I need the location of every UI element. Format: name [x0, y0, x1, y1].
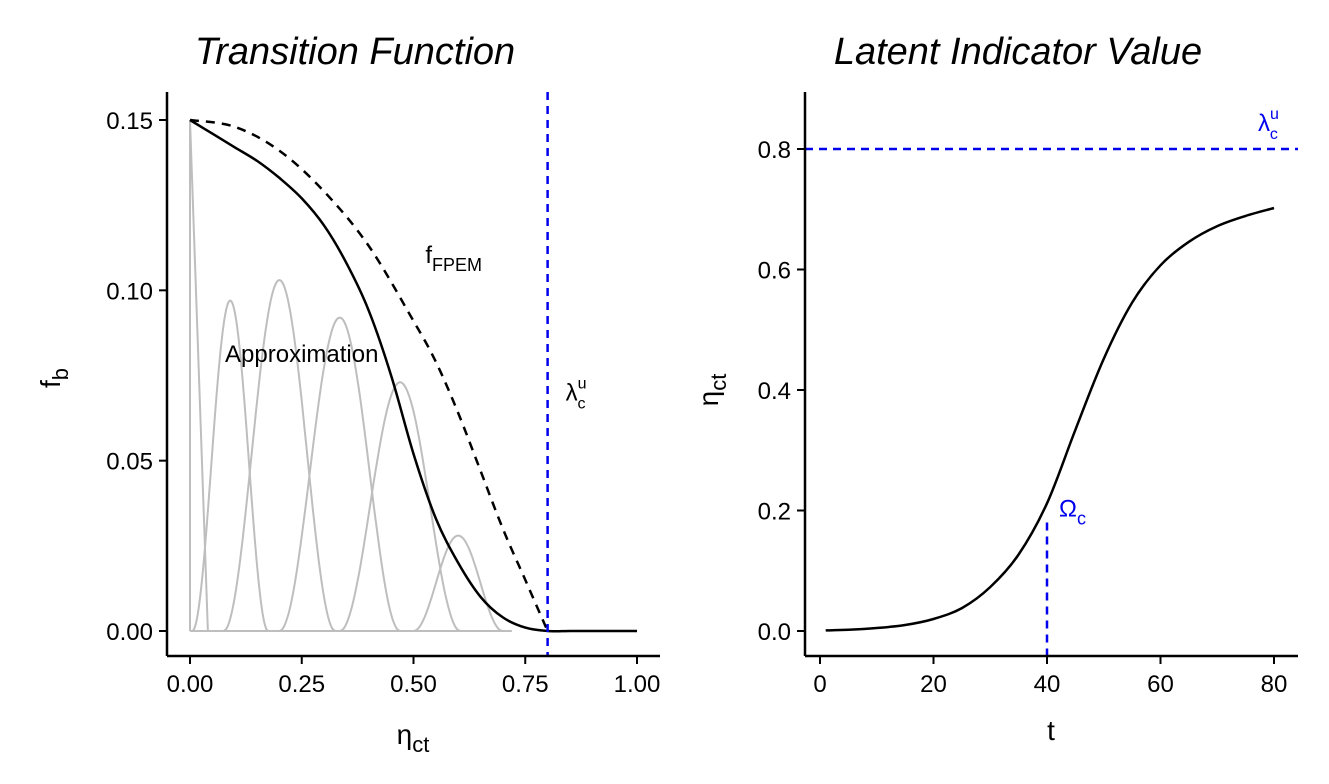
lambda-left-main: λ	[566, 380, 578, 407]
lambda-right-sub: c	[1270, 126, 1278, 143]
lambda-right-main: λ	[1258, 110, 1270, 137]
right-x-tick-label: 80	[1261, 671, 1288, 698]
right-y-tick-label: 0.4	[758, 378, 791, 405]
right-x-tick-label: 20	[920, 671, 947, 698]
left-chart-title: Transition Function	[195, 31, 515, 73]
right-xlabel-main: t	[1047, 715, 1055, 746]
lambda-label-left: λu c	[566, 376, 587, 413]
right-y-tick-label: 0.0	[758, 619, 791, 646]
approximation-label: Approximation	[225, 341, 378, 368]
left-y-tick-label: 0.10	[106, 278, 153, 305]
right-ylabel-main: η	[693, 391, 724, 407]
basis-curve-5	[413, 534, 504, 632]
left-x-tick-label: 0.25	[278, 671, 325, 698]
approximation-curve	[189, 118, 637, 633]
omega-sub: c	[1077, 509, 1086, 529]
basis-curves	[189, 119, 512, 632]
left-y-axis-label: fb	[35, 368, 73, 388]
left-x-tick-label: 1.00	[614, 671, 661, 698]
right-y-tick-label: 0.2	[758, 499, 791, 526]
fpem-label-main: f	[425, 242, 432, 269]
basis-curve-3	[278, 316, 401, 632]
left-x-tick-label: 0.00	[167, 671, 214, 698]
left-x-tick-label: 0.75	[502, 671, 549, 698]
left-axes: 0.00 0.25 0.50 0.75 1.00 0.00 0.05 0.10 0.15	[106, 92, 660, 698]
reference-lines	[805, 147, 1298, 656]
basis-curve-4	[339, 381, 461, 632]
transition-function-panel: Transition Function 0.00 0.25 0.50 0.75 1.00…	[35, 31, 660, 757]
basis-curve-2	[222, 279, 336, 632]
right-chart-title: Latent Indicator Value	[834, 31, 1202, 73]
left-xlabel-sub: ct	[412, 732, 429, 757]
left-ylabel-sub: b	[48, 368, 73, 380]
right-x-tick-label: 60	[1147, 671, 1174, 698]
right-x-tick-label: 40	[1034, 671, 1061, 698]
left-y-tick-label: 0.05	[106, 449, 153, 476]
right-y-tick-label: 0.8	[758, 137, 791, 164]
latent-indicator-panel: Latent Indicator Value 0 20 40 60 80 0.0 0.2 0.…	[693, 31, 1298, 746]
left-y-tick-label: 0.00	[106, 619, 153, 646]
left-xlabel-main: η	[397, 719, 413, 750]
right-ylabel-sub: ct	[706, 374, 731, 391]
left-ylabel-main: f	[35, 380, 66, 388]
omega-label: Ωc	[1059, 496, 1086, 529]
lambda-left-sub: c	[578, 396, 586, 413]
latent-curve	[825, 206, 1275, 632]
fpem-label-sub: FPEM	[432, 255, 482, 275]
right-x-axis-label: t	[1047, 715, 1055, 746]
lambda-right-sup: u	[1270, 106, 1279, 123]
lambda-left-sup: u	[578, 376, 587, 393]
left-x-axis-label: ηct	[397, 719, 430, 757]
function-lines	[189, 118, 637, 633]
right-y-tick-label: 0.6	[758, 258, 791, 285]
right-y-axis-label: ηct	[693, 374, 731, 407]
right-x-tick-label: 0	[813, 671, 826, 698]
left-x-tick-label: 0.50	[390, 671, 437, 698]
omega-main: Ω	[1059, 496, 1077, 523]
fpem-label: fFPEM	[425, 242, 482, 275]
right-axes: 0 20 40 60 80 0.0 0.2 0.4 0.6 0.8	[758, 92, 1298, 698]
left-y-tick-label: 0.15	[106, 108, 153, 135]
basis-curve-1	[191, 299, 269, 632]
lambda-label-right: λu c	[1258, 106, 1279, 143]
fpem-curve	[189, 118, 549, 632]
latent-indicator-curve	[825, 206, 1275, 632]
